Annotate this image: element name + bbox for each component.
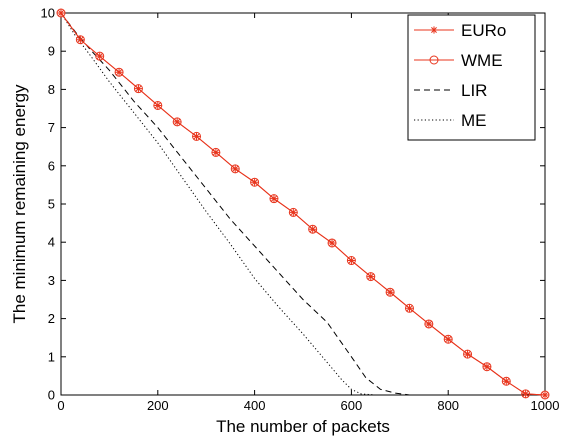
x-tick-label: 1000	[531, 398, 560, 413]
y-tick-label: 3	[48, 273, 55, 288]
series-wme-point	[404, 303, 414, 313]
y-tick-label: 7	[48, 120, 55, 135]
x-tick-label: 400	[244, 398, 266, 413]
legend-label-wme: WME	[461, 51, 503, 70]
y-tick-label: 8	[48, 82, 55, 97]
x-axis-title: The number of packets	[216, 417, 390, 436]
y-tick-label: 5	[48, 197, 55, 212]
series-wme-point	[172, 117, 182, 127]
series-wme-point	[424, 319, 434, 329]
legend-box	[407, 14, 536, 141]
y-axis-title: The minimum remaining energy	[10, 84, 29, 324]
series-wme-point	[114, 67, 124, 77]
x-tick-label: 200	[147, 398, 169, 413]
y-tick-label: 10	[41, 6, 55, 21]
series-wme-point	[463, 349, 473, 359]
series-wme-point	[250, 177, 260, 187]
y-tick-label: 1	[48, 349, 55, 364]
y-tick-label: 0	[48, 388, 55, 403]
series-wme-point	[501, 376, 511, 386]
x-axis-ticks: 0 200 400 600 800 1000	[57, 13, 559, 413]
series-lir	[60, 12, 429, 396]
series-wme	[56, 8, 550, 400]
series-wme-point	[327, 238, 337, 248]
legend-label-lir: LIR	[461, 81, 487, 100]
series-lir-line	[60, 12, 429, 396]
series-wme-point	[482, 362, 492, 372]
series-wme-point	[443, 334, 453, 344]
series-wme-point	[540, 390, 550, 400]
series-layer	[56, 8, 550, 400]
series-wme-point	[211, 147, 221, 157]
series-wme-point	[75, 35, 85, 45]
series-wme-point	[385, 287, 395, 297]
legend-label-me: ME	[461, 111, 487, 130]
series-wme-point	[269, 194, 279, 204]
series-me	[60, 12, 376, 396]
y-tick-label: 9	[48, 44, 55, 59]
legend-marker-euro	[430, 26, 438, 34]
series-wme-point	[308, 224, 318, 234]
series-wme-point	[133, 84, 143, 94]
series-wme-point	[230, 164, 240, 174]
series-wme-point	[521, 389, 531, 399]
y-tick-label: 6	[48, 158, 55, 173]
y-tick-label: 4	[48, 235, 55, 250]
series-wme-point	[95, 51, 105, 61]
series-wme-point	[192, 131, 202, 141]
series-wme-point	[366, 272, 376, 282]
y-axis-ticks: 0 1 2 3 4 5 6 7 8 9 10	[41, 6, 545, 403]
series-wme-point	[346, 256, 356, 266]
series-me-line	[60, 12, 376, 396]
series-wme-point	[56, 8, 66, 18]
series-wme-point	[288, 207, 298, 217]
legend: EURo WME LIR ME	[407, 14, 536, 141]
legend-label-euro: EURo	[461, 21, 506, 40]
legend-marker-wme	[429, 55, 439, 65]
y-tick-label: 2	[48, 311, 55, 326]
x-tick-label: 0	[57, 398, 64, 413]
x-tick-label: 800	[437, 398, 459, 413]
series-wme-point	[153, 100, 163, 110]
x-tick-label: 600	[341, 398, 363, 413]
